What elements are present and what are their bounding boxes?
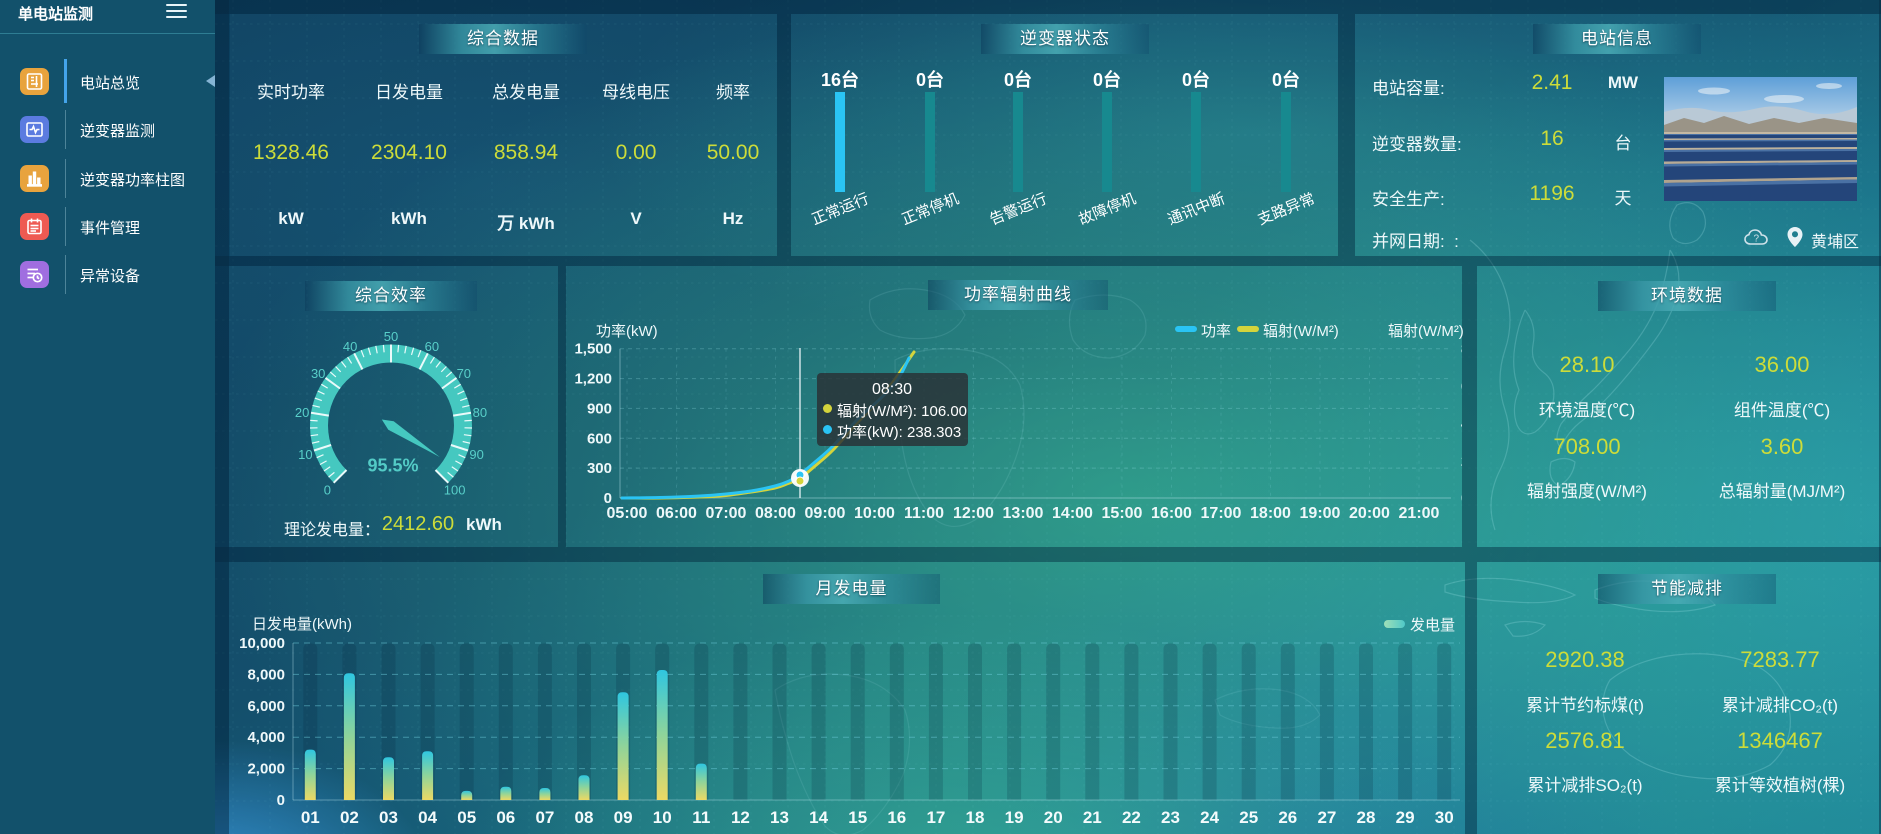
svg-text:200: 200 [1461,453,1462,470]
svg-text:?: ? [1754,234,1760,245]
svg-text:1,200: 1,200 [574,371,612,388]
svg-text:24: 24 [1200,808,1219,827]
svg-text:09: 09 [614,808,633,827]
svg-text:07: 07 [535,808,554,827]
svg-text:400: 400 [1461,416,1462,433]
svg-text:06:00: 06:00 [656,505,697,522]
svg-text:300: 300 [587,460,612,477]
svg-text:16: 16 [887,808,906,827]
svg-text:09:00: 09:00 [805,505,846,522]
svg-text:70: 70 [457,366,471,381]
svg-text:40: 40 [343,339,357,354]
svg-text:19: 19 [1005,808,1024,827]
svg-text:21: 21 [1083,808,1102,827]
svg-text:0: 0 [324,483,331,498]
svg-text:02: 02 [340,808,359,827]
svg-text:95.5%: 95.5% [367,456,418,476]
svg-text:13: 13 [770,808,789,827]
svg-text:16:00: 16:00 [1151,505,1192,522]
svg-text:8,000: 8,000 [247,666,285,683]
svg-text:26: 26 [1278,808,1297,827]
svg-text:11: 11 [692,808,710,827]
svg-text:08: 08 [575,808,594,827]
svg-text:4,000: 4,000 [247,729,285,746]
svg-text:10: 10 [298,447,312,462]
svg-text:17:00: 17:00 [1201,505,1242,522]
svg-text:12:00: 12:00 [953,505,994,522]
svg-text:21:00: 21:00 [1399,505,1440,522]
svg-text:10:00: 10:00 [854,505,895,522]
svg-text:20: 20 [1044,808,1063,827]
svg-text:08:00: 08:00 [755,505,796,522]
svg-text:2,000: 2,000 [247,761,285,778]
svg-text:11:00: 11:00 [904,505,944,522]
svg-text:20: 20 [295,405,309,420]
svg-text:10,000: 10,000 [239,635,285,652]
svg-text:01: 01 [301,808,320,827]
svg-text:07:00: 07:00 [706,505,747,522]
svg-text:0: 0 [604,490,612,507]
svg-text:15: 15 [848,808,867,827]
svg-text:17: 17 [926,808,945,827]
svg-text:1,500: 1,500 [574,341,612,358]
svg-text:06: 06 [496,808,515,827]
svg-text:03: 03 [379,808,398,827]
svg-text:23: 23 [1161,808,1180,827]
svg-text:04: 04 [418,808,437,827]
svg-text:25: 25 [1239,808,1258,827]
svg-text:600: 600 [1461,378,1462,395]
svg-text:30: 30 [311,366,325,381]
svg-text:10: 10 [653,808,672,827]
svg-text:20:00: 20:00 [1349,505,1390,522]
svg-text:30: 30 [1435,808,1454,827]
svg-text:90: 90 [469,447,483,462]
svg-text:15:00: 15:00 [1102,505,1143,522]
svg-text:14: 14 [809,808,828,827]
svg-text:0: 0 [277,792,285,809]
svg-text:19:00: 19:00 [1300,505,1341,522]
svg-text:0: 0 [1461,490,1462,507]
svg-text:600: 600 [587,430,612,447]
svg-text:12: 12 [731,808,750,827]
svg-text:6,000: 6,000 [247,698,285,715]
svg-text:60: 60 [425,339,439,354]
svg-text:900: 900 [587,400,612,417]
svg-text:18: 18 [966,808,985,827]
svg-text:800: 800 [1461,341,1462,358]
svg-text:18:00: 18:00 [1250,505,1291,522]
svg-text:100: 100 [444,483,466,498]
svg-text:29: 29 [1396,808,1415,827]
svg-text:80: 80 [473,405,487,420]
svg-text:05: 05 [457,808,476,827]
svg-text:28: 28 [1357,808,1376,827]
svg-text:50: 50 [384,329,398,344]
svg-text:22: 22 [1122,808,1141,827]
svg-text:27: 27 [1317,808,1336,827]
svg-text:14:00: 14:00 [1052,505,1093,522]
svg-text:05:00: 05:00 [607,505,648,522]
svg-text:13:00: 13:00 [1003,505,1044,522]
